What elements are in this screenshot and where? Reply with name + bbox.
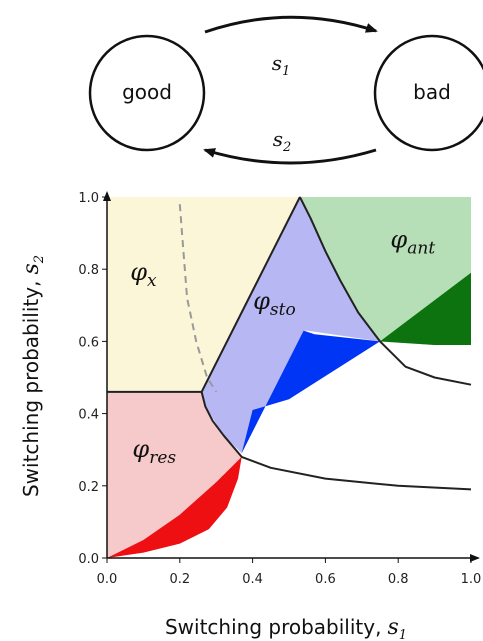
label-phi-x: φx xyxy=(130,258,157,291)
y-tick-label: 0.8 xyxy=(78,263,99,278)
y-tick-label: 1.0 xyxy=(78,191,99,206)
boundary-line-2 xyxy=(299,196,472,386)
dark-region-1 xyxy=(241,330,380,454)
y-tick-label: 0.0 xyxy=(78,552,99,567)
state-bad-circle xyxy=(373,34,483,152)
transition-good-to-bad-arrow xyxy=(204,15,378,34)
state-good-circle xyxy=(88,34,206,152)
x-tick-label: 1.0 xyxy=(461,572,482,587)
x-tick-label: 0.6 xyxy=(315,572,336,587)
dark-region-0 xyxy=(107,456,242,558)
region-labels: φx φsto φant φres xyxy=(130,226,435,468)
x-tick-label: 0.8 xyxy=(388,572,409,587)
dark-region-2 xyxy=(380,272,471,345)
transition-bad-to-good-label: s2 xyxy=(273,127,292,155)
x-axis-title: Switching probability, s1 xyxy=(165,615,407,641)
boundary-line-1 xyxy=(200,196,301,393)
dashed-boundary-4 xyxy=(178,204,218,393)
region-sto xyxy=(201,197,380,454)
dark-regions xyxy=(107,272,471,558)
label-phi-ant: φant xyxy=(390,226,435,259)
x-tick-label: 0.0 xyxy=(97,572,118,587)
state-diagram: good bad s1 s2 xyxy=(88,15,483,165)
state-bad-label: bad xyxy=(413,80,451,104)
y-axis-title: Switching probability,s2 xyxy=(19,255,47,497)
label-phi-sto: φsto xyxy=(253,287,296,320)
state-good-label: good xyxy=(122,80,172,104)
boundary-line-3 xyxy=(200,391,472,491)
state-bad: bad xyxy=(373,34,483,152)
x-tick-label: 0.4 xyxy=(242,572,263,587)
transition-bad-to-good-arrow xyxy=(203,148,377,165)
state-good: good xyxy=(88,34,206,152)
boundaries xyxy=(107,196,472,491)
y-tick-label: 0.2 xyxy=(78,480,99,495)
ticks: 0.0 0.2 0.4 0.6 0.8 1.0 0.0 0.2 0.4 0.6 0.8 1.0 xyxy=(78,191,481,587)
transition-good-to-bad-label: s1 xyxy=(272,51,291,79)
x-tick-label: 0.2 xyxy=(169,572,190,587)
y-tick-label: 0.6 xyxy=(78,335,99,350)
region-x xyxy=(107,197,300,392)
label-phi-res: φres xyxy=(132,435,176,468)
y-tick-label: 0.4 xyxy=(78,408,99,423)
